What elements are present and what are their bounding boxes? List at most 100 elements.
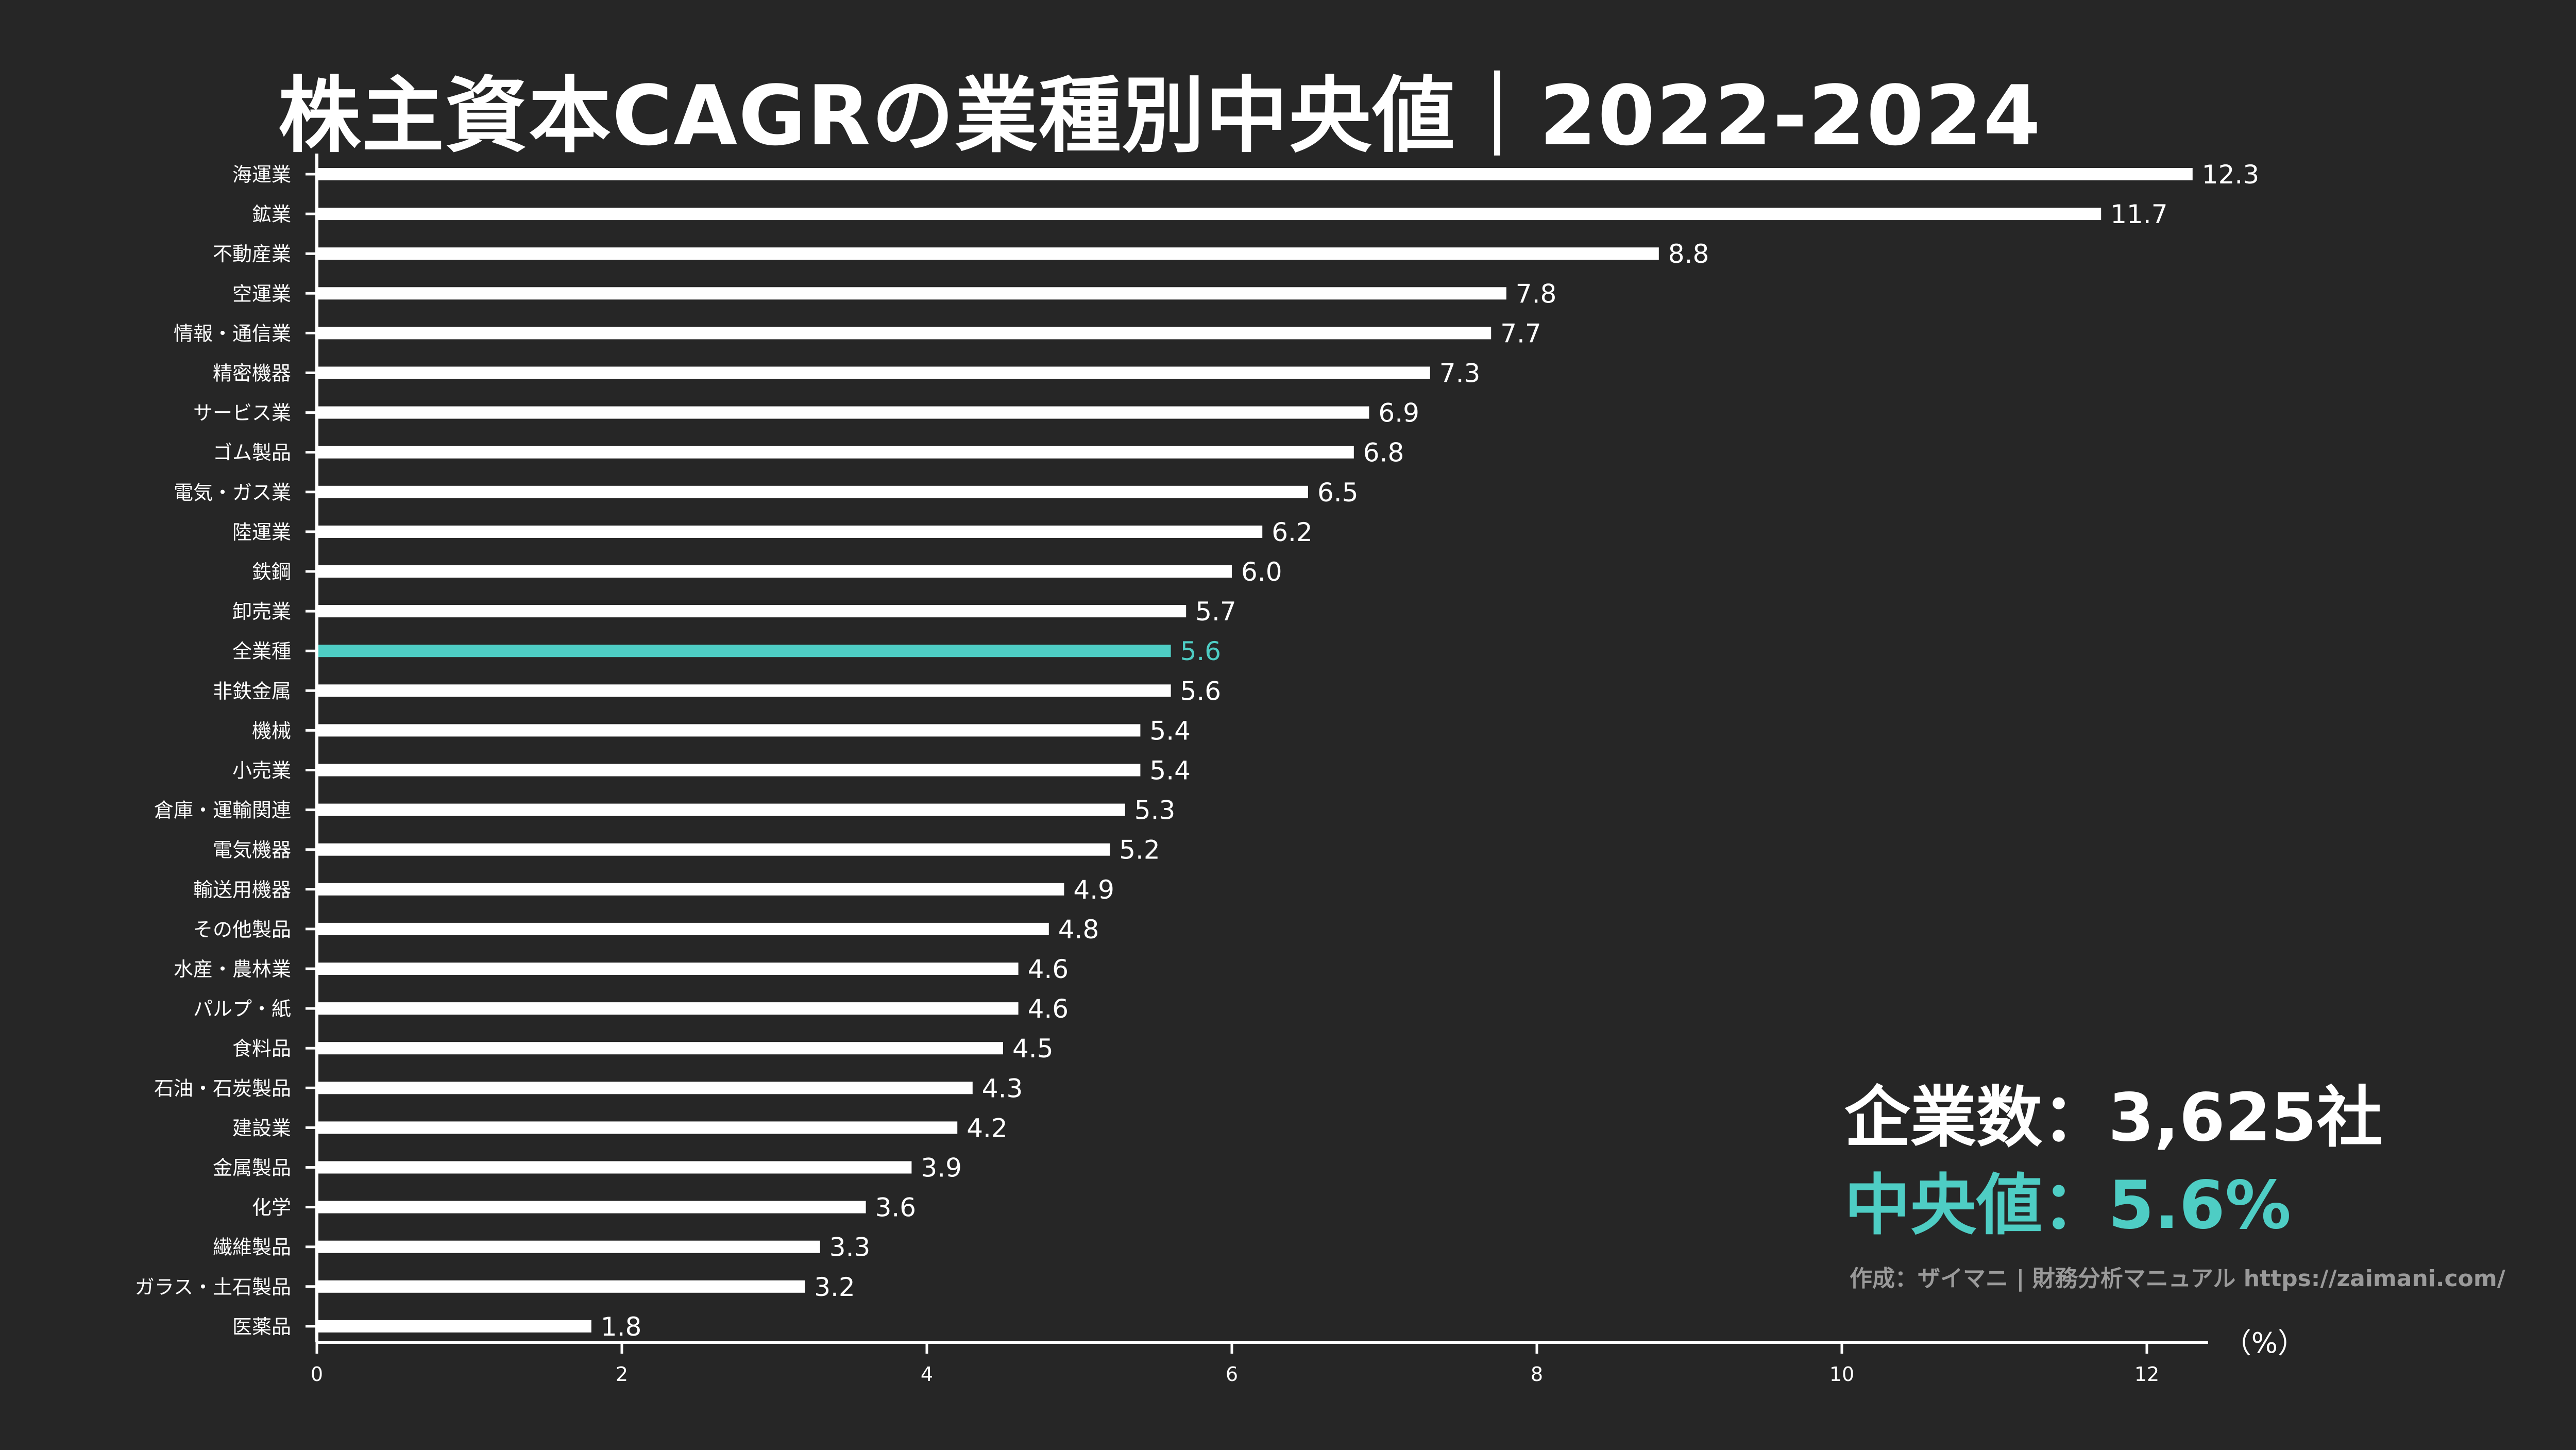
value-label: 5.7: [1195, 597, 1236, 627]
value-label: 3.3: [829, 1233, 871, 1262]
value-label: 7.3: [1439, 359, 1481, 389]
bar-21: [317, 1002, 1019, 1015]
category-label: 倉庫・運輸関連: [154, 799, 291, 822]
bar-17: [317, 843, 1110, 856]
bar-9: [317, 525, 1263, 538]
category-label: 化学: [252, 1196, 291, 1219]
value-label: 4.6: [1028, 994, 1069, 1024]
category-label: 陸運業: [232, 521, 291, 544]
bar-4: [317, 327, 1492, 340]
bar-20: [317, 963, 1019, 975]
category-label: 水産・農林業: [174, 958, 291, 981]
x-tick-label: 4: [921, 1363, 933, 1386]
value-label: 4.3: [982, 1073, 1023, 1103]
category-label: 鉱業: [252, 203, 291, 226]
x-axis-unit-label: （%）: [2224, 1327, 2306, 1359]
x-tick-label: 2: [616, 1363, 628, 1386]
category-label: 鉄鋼: [252, 561, 291, 583]
category-label: 小売業: [232, 760, 291, 782]
bar-25: [317, 1161, 912, 1174]
bar-11: [317, 605, 1187, 618]
category-label: 金属製品: [213, 1157, 291, 1179]
value-label: 5.4: [1149, 716, 1191, 746]
value-label: 1.8: [601, 1312, 642, 1342]
category-label: ガラス・土石製品: [135, 1276, 291, 1299]
bar-2: [317, 247, 1659, 260]
value-label: 7.7: [1500, 318, 1541, 348]
x-tick-label: 8: [1531, 1363, 1543, 1386]
bar-10: [317, 565, 1232, 578]
value-label: 5.4: [1149, 756, 1191, 786]
category-label: 電気機器: [213, 839, 291, 862]
bar-26: [317, 1201, 866, 1213]
value-label: 4.2: [967, 1113, 1008, 1143]
value-label: 5.6: [1180, 676, 1222, 706]
category-label: 空運業: [232, 282, 291, 305]
category-label: 繊維製品: [213, 1236, 291, 1259]
value-label: 3.9: [921, 1153, 962, 1183]
credit-text: 作成：ザイマニ | 財務分析マニュアル https://zaimani.com/: [1850, 1266, 2505, 1292]
category-label: 非鉄金属: [213, 680, 291, 702]
company-count: 企業数：3,625社: [1844, 1080, 2383, 1156]
bar-8: [317, 485, 1308, 498]
value-label: 4.8: [1058, 915, 1099, 945]
median-value: 中央値：5.6%: [1844, 1167, 2292, 1244]
bar-13: [317, 684, 1171, 697]
value-label: 6.9: [1378, 398, 1419, 428]
category-label: パルプ・紙: [193, 998, 291, 1020]
bar-28: [317, 1280, 805, 1293]
bar-23: [317, 1082, 973, 1094]
bar-1: [317, 208, 2102, 221]
value-label: 4.5: [1012, 1034, 1054, 1064]
category-label: 石油・石炭製品: [154, 1077, 291, 1100]
value-label: 6.5: [1317, 478, 1359, 508]
value-label: 8.8: [1668, 239, 1709, 269]
category-label: 電気・ガス業: [174, 481, 291, 504]
value-label: 6.8: [1363, 438, 1404, 468]
category-label: 輸送用機器: [193, 879, 291, 901]
value-label: 12.3: [2202, 160, 2259, 190]
bar-18: [317, 883, 1064, 896]
bar-22: [317, 1042, 1003, 1055]
bar-14: [317, 724, 1141, 737]
category-label: 不動産業: [213, 243, 291, 265]
bar-5: [317, 366, 1430, 379]
value-label: 4.6: [1028, 954, 1069, 984]
bar-0: [317, 168, 2193, 180]
category-label: ゴム製品: [213, 442, 291, 464]
category-label: 医薬品: [232, 1316, 291, 1338]
value-label: 3.2: [814, 1272, 855, 1302]
category-label: 精密機器: [213, 362, 291, 385]
bar-27: [317, 1240, 820, 1253]
bars-layer: 海運業 12.3 鉱業 11.7 不動産業 8.8 空運業 7.8 情報・通信業 7.7 精密機器 7…: [135, 160, 2259, 1342]
bar-3: [317, 287, 1506, 300]
value-label: 5.6: [1180, 636, 1222, 666]
category-label: 全業種: [232, 640, 291, 663]
x-tick-label: 0: [311, 1363, 323, 1386]
value-label: 5.3: [1134, 796, 1176, 825]
value-label: 7.8: [1516, 279, 1557, 309]
value-label: 4.9: [1073, 875, 1114, 905]
value-label: 3.6: [875, 1193, 917, 1223]
axis-layer: 0 2 4 6 8 10 12 （%）: [306, 154, 2306, 1386]
chart-title: 株主資本CAGRの業種別中央値｜2022-2024: [278, 68, 2042, 164]
category-label: 海運業: [232, 163, 291, 186]
value-label: 6.0: [1241, 557, 1282, 587]
bar-24: [317, 1121, 958, 1134]
bar-7: [317, 446, 1354, 459]
bar-15: [317, 764, 1141, 777]
value-label: 6.2: [1272, 517, 1313, 547]
x-tick-label: 12: [2134, 1363, 2159, 1386]
category-label: サービス業: [193, 402, 291, 425]
value-label: 5.2: [1119, 835, 1160, 865]
value-label: 11.7: [2110, 199, 2167, 229]
stats-panel: 企業数：3,625社 中央値：5.6%: [1844, 1074, 2383, 1250]
category-label: 情報・通信業: [174, 322, 291, 345]
category-label: 建設業: [232, 1117, 291, 1139]
category-label: 卸売業: [232, 600, 291, 623]
category-label: 食料品: [232, 1037, 291, 1060]
bar-6: [317, 406, 1369, 419]
category-label: その他製品: [193, 918, 291, 941]
bar-12: [317, 645, 1171, 657]
category-label: 機械: [252, 719, 291, 742]
